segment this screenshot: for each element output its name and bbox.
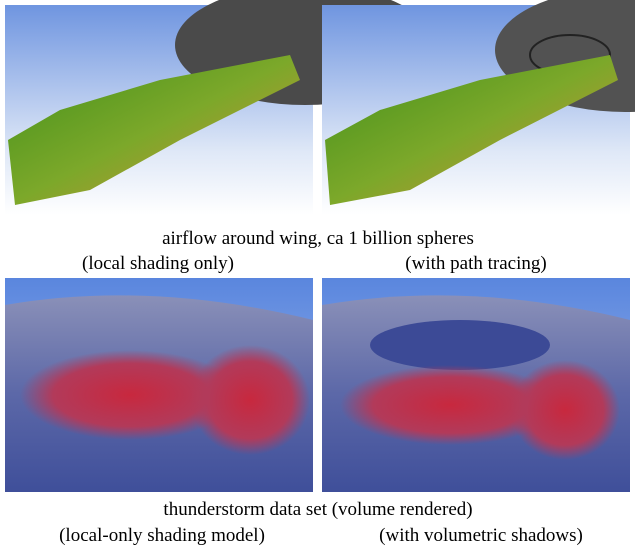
storm-image-left (5, 278, 313, 492)
panel-label: (local shading only) (82, 253, 234, 275)
caption: thunderstorm data set (volume rendered) (163, 499, 472, 521)
figure-images (0, 0, 635, 550)
panel-label: (local-only shading model) (59, 525, 265, 547)
panel-label: (with path tracing) (405, 253, 546, 275)
figure-page: airflow around wing, ca 1 billion sphere… (0, 0, 635, 550)
panel-label: (with volumetric shadows) (379, 525, 583, 547)
wing-image-right (322, 0, 635, 215)
caption: airflow around wing, ca 1 billion sphere… (162, 228, 474, 250)
storm-image-right (322, 278, 630, 492)
